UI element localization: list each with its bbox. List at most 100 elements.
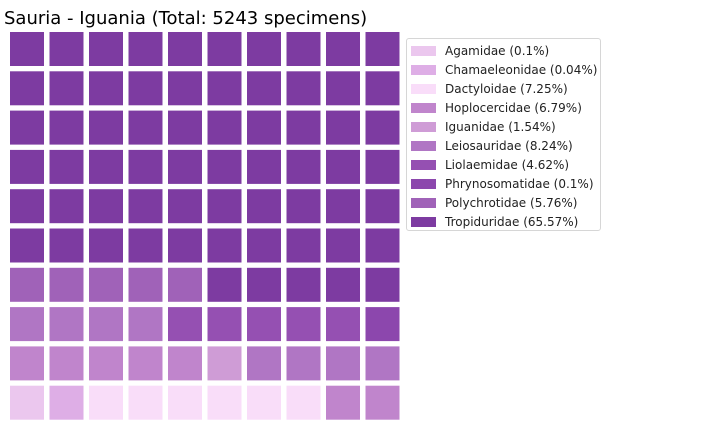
- waffle-square-tropiduridae: [365, 71, 400, 106]
- waffle-square-tropiduridae: [207, 189, 242, 224]
- waffle-square-tropiduridae: [365, 110, 400, 145]
- waffle-square-tropiduridae: [207, 32, 242, 66]
- waffle-square-tropiduridae: [128, 189, 163, 224]
- legend-item-chamaeleonidae: Chamaeleonidae (0.04%): [411, 60, 600, 79]
- waffle-square-tropiduridae: [89, 32, 123, 66]
- legend-swatch: [411, 159, 436, 170]
- waffle-square-tropiduridae: [49, 71, 84, 106]
- waffle-square-tropiduridae: [247, 32, 281, 66]
- legend-label: Leiosauridae (8.24%): [445, 138, 573, 153]
- waffle-square-polychrotidae: [168, 267, 202, 302]
- waffle-square-tropiduridae: [89, 110, 123, 145]
- waffle-square-tropiduridae: [49, 110, 84, 145]
- waffle-square-phrynosomatidae: [365, 307, 400, 342]
- waffle-square-tropiduridae: [168, 228, 202, 263]
- waffle-square-tropiduridae: [365, 149, 400, 184]
- legend-label: Agamidae (0.1%): [445, 43, 550, 58]
- waffle-square-tropiduridae: [10, 71, 44, 106]
- waffle-square-tropiduridae: [168, 32, 202, 66]
- waffle-square-tropiduridae: [247, 267, 281, 302]
- waffle-square-tropiduridae: [326, 71, 360, 106]
- waffle-square-dactyloidae: [247, 385, 281, 420]
- waffle-square-liolaemidae: [168, 307, 202, 342]
- legend-swatch: [411, 45, 436, 56]
- legend-item-tropiduridae: Tropiduridae (65.57%): [411, 212, 600, 231]
- waffle-square-tropiduridae: [49, 32, 84, 66]
- waffle-square-hoplocercidae: [128, 346, 163, 381]
- legend-item-hoplocercidae: Hoplocercidae (6.79%): [411, 98, 600, 117]
- waffle-square-tropiduridae: [326, 149, 360, 184]
- waffle-square-tropiduridae: [326, 189, 360, 224]
- waffle-square-tropiduridae: [286, 267, 321, 302]
- waffle-square-chamaeleonidae: [49, 385, 84, 420]
- waffle-square-tropiduridae: [365, 267, 400, 302]
- legend-label: Liolaemidae (4.62%): [445, 157, 570, 172]
- legend-label: Iguanidae (1.54%): [445, 119, 556, 134]
- waffle-square-tropiduridae: [128, 228, 163, 263]
- waffle-square-tropiduridae: [128, 32, 163, 66]
- legend-label: Dactyloidae (7.25%): [445, 81, 568, 96]
- legend-swatch: [411, 121, 436, 132]
- waffle-square-tropiduridae: [49, 189, 84, 224]
- waffle-square-leiosauridae: [247, 346, 281, 381]
- legend-label: Chamaeleonidae (0.04%): [445, 62, 598, 77]
- legend: Agamidae (0.1%) Chamaeleonidae (0.04%) Dac…: [406, 38, 601, 231]
- chart-title: Sauria - Iguania (Total: 5243 specimens): [4, 8, 368, 29]
- waffle-square-tropiduridae: [168, 149, 202, 184]
- legend-label: Phrynosomatidae (0.1%): [445, 176, 594, 191]
- waffle-square-hoplocercidae: [49, 346, 84, 381]
- waffle-square-liolaemidae: [207, 307, 242, 342]
- waffle-square-polychrotidae: [10, 267, 44, 302]
- waffle-square-dactyloidae: [286, 385, 321, 420]
- waffle-square-tropiduridae: [247, 110, 281, 145]
- waffle-square-dactyloidae: [207, 385, 242, 420]
- legend-item-phrynosomatidae: Phrynosomatidae (0.1%): [411, 174, 600, 193]
- waffle-square-leiosauridae: [326, 346, 360, 381]
- legend-label: Tropiduridae (65.57%): [445, 214, 579, 229]
- waffle-square-iguanidae: [207, 346, 242, 381]
- waffle-square-leiosauridae: [10, 307, 44, 342]
- waffle-square-tropiduridae: [326, 110, 360, 145]
- waffle-square-tropiduridae: [168, 189, 202, 224]
- legend-swatch: [411, 216, 436, 227]
- waffle-square-leiosauridae: [89, 307, 123, 342]
- waffle-square-polychrotidae: [49, 267, 84, 302]
- waffle-square-tropiduridae: [89, 228, 123, 263]
- waffle-square-tropiduridae: [286, 71, 321, 106]
- legend-item-liolaemidae: Liolaemidae (4.62%): [411, 155, 600, 174]
- waffle-square-tropiduridae: [247, 228, 281, 263]
- waffle-square-hoplocercidae: [168, 346, 202, 381]
- waffle-square-dactyloidae: [128, 385, 163, 420]
- legend-label: Hoplocercidae (6.79%): [445, 100, 582, 115]
- waffle-square-leiosauridae: [286, 346, 321, 381]
- waffle-square-dactyloidae: [89, 385, 123, 420]
- waffle-square-tropiduridae: [10, 189, 44, 224]
- waffle-square-hoplocercidae: [365, 385, 400, 420]
- waffle-square-tropiduridae: [286, 32, 321, 66]
- waffle-square-tropiduridae: [286, 189, 321, 224]
- waffle-square-tropiduridae: [128, 149, 163, 184]
- legend-swatch: [411, 83, 436, 94]
- waffle-square-tropiduridae: [326, 32, 360, 66]
- waffle-square-tropiduridae: [49, 149, 84, 184]
- legend-swatch: [411, 102, 436, 113]
- waffle-square-tropiduridae: [168, 71, 202, 106]
- waffle-square-tropiduridae: [89, 71, 123, 106]
- waffle-square-tropiduridae: [286, 149, 321, 184]
- waffle-square-agamidae: [10, 385, 44, 420]
- waffle-square-tropiduridae: [207, 228, 242, 263]
- waffle-square-tropiduridae: [89, 189, 123, 224]
- waffle-square-tropiduridae: [49, 228, 84, 263]
- waffle-square-tropiduridae: [10, 32, 44, 66]
- waffle-square-tropiduridae: [207, 71, 242, 106]
- waffle-square-hoplocercidae: [89, 346, 123, 381]
- waffle-square-liolaemidae: [286, 307, 321, 342]
- waffle-square-tropiduridae: [207, 267, 242, 302]
- waffle-square-dactyloidae: [168, 385, 202, 420]
- waffle-square-hoplocercidae: [10, 346, 44, 381]
- waffle-square-tropiduridae: [10, 228, 44, 263]
- waffle-square-tropiduridae: [286, 110, 321, 145]
- waffle-square-tropiduridae: [10, 110, 44, 145]
- legend-item-dactyloidae: Dactyloidae (7.25%): [411, 79, 600, 98]
- waffle-square-liolaemidae: [326, 307, 360, 342]
